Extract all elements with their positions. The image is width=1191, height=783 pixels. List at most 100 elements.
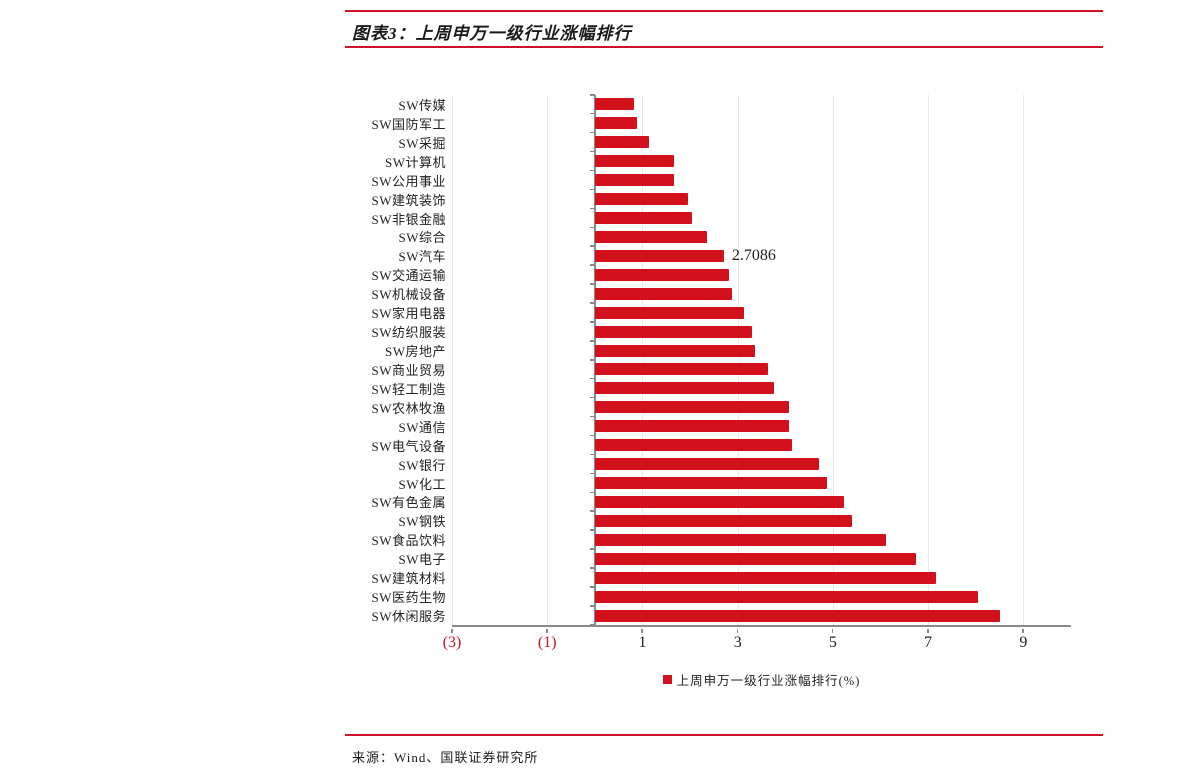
category-label: SW电气设备 bbox=[371, 438, 446, 454]
category-label: SW化工 bbox=[398, 476, 446, 492]
category-axis-tick bbox=[589, 283, 595, 285]
category-label: SW传媒 bbox=[398, 97, 446, 113]
x-axis-tick-label: (1) bbox=[537, 634, 557, 651]
category-label: SW机械设备 bbox=[371, 287, 446, 303]
category-axis-tick bbox=[589, 245, 595, 247]
x-axis-tick-label: 5 bbox=[828, 634, 837, 651]
x-axis-tick-label: (3) bbox=[442, 634, 462, 651]
category-axis-tick bbox=[589, 150, 595, 153]
gridline bbox=[452, 95, 453, 625]
category-label: SW交通运输 bbox=[371, 268, 446, 284]
category-axis-tick bbox=[589, 586, 595, 588]
bar bbox=[594, 552, 917, 565]
category-label: SW电子 bbox=[398, 552, 446, 568]
legend-swatch-icon bbox=[662, 674, 672, 684]
bar bbox=[594, 401, 789, 414]
category-axis-tick bbox=[589, 605, 595, 607]
source-text: 来源：Wind、国联证券研究所 bbox=[352, 750, 539, 765]
x-axis-tick bbox=[546, 629, 548, 633]
category-label: SW商业贸易 bbox=[371, 362, 446, 378]
category-label: SW通信 bbox=[398, 419, 446, 435]
bar bbox=[594, 136, 649, 149]
category-axis-tick bbox=[589, 548, 595, 550]
bar bbox=[594, 268, 729, 281]
category-axis-tick bbox=[589, 112, 595, 115]
category-axis-tick bbox=[589, 529, 595, 531]
category-axis-tick bbox=[589, 434, 595, 437]
bar bbox=[594, 306, 744, 319]
category-axis-tick bbox=[589, 491, 595, 493]
bar bbox=[594, 117, 637, 130]
bar bbox=[594, 420, 790, 433]
category-axis-tick bbox=[589, 567, 595, 569]
category-label: SW采掘 bbox=[398, 135, 446, 151]
x-axis-tick bbox=[927, 629, 929, 633]
bar bbox=[594, 174, 675, 187]
category-axis-tick bbox=[589, 472, 595, 475]
x-axis-tick bbox=[736, 629, 739, 633]
bar bbox=[594, 477, 828, 490]
bar bbox=[594, 230, 708, 243]
bar bbox=[594, 590, 979, 603]
category-axis-tick bbox=[589, 624, 595, 626]
bar bbox=[594, 155, 675, 168]
category-axis-tick bbox=[589, 415, 595, 418]
category-axis-tick bbox=[589, 396, 595, 399]
category-label: SW银行 bbox=[398, 457, 446, 473]
category-label: SW汽车 bbox=[398, 249, 446, 265]
category-axis-tick bbox=[589, 226, 595, 228]
gridline bbox=[737, 95, 739, 625]
x-axis-tick bbox=[831, 629, 834, 633]
category-label: SW食品饮料 bbox=[371, 533, 446, 549]
category-axis-tick bbox=[589, 377, 595, 380]
category-axis-tick bbox=[589, 321, 595, 323]
bar bbox=[594, 571, 936, 584]
category-axis-tick bbox=[589, 510, 595, 512]
title-underline-rule bbox=[345, 46, 1103, 48]
category-axis-tick bbox=[589, 453, 595, 456]
category-label: SW计算机 bbox=[384, 154, 446, 170]
category-label: SW钢铁 bbox=[398, 514, 446, 530]
gridline bbox=[547, 95, 549, 625]
bar bbox=[594, 533, 886, 546]
category-axis-tick bbox=[589, 169, 595, 172]
category-axis-tick bbox=[589, 131, 595, 134]
bar bbox=[594, 212, 692, 225]
x-axis-line bbox=[452, 625, 1071, 627]
category-label: SW休闲服务 bbox=[371, 609, 446, 625]
category-axis-tick bbox=[589, 340, 595, 342]
category-axis-tick bbox=[589, 94, 595, 96]
x-axis-tick-label: 3 bbox=[733, 634, 742, 651]
bar bbox=[594, 514, 852, 527]
category-label: SW房地产 bbox=[384, 344, 446, 360]
bottom-rule bbox=[345, 734, 1103, 736]
category-axis-line bbox=[593, 95, 596, 627]
x-axis-tick bbox=[451, 629, 453, 633]
x-axis-tick bbox=[641, 629, 643, 633]
category-label: SW综合 bbox=[398, 230, 446, 246]
category-label: SW建筑材料 bbox=[371, 571, 446, 587]
category-axis-tick bbox=[589, 207, 595, 210]
gridline bbox=[832, 95, 834, 625]
category-label: SW公用事业 bbox=[371, 173, 446, 189]
bar bbox=[594, 193, 688, 206]
x-axis-tick bbox=[1022, 629, 1024, 633]
category-label: SW医药生物 bbox=[371, 590, 446, 606]
bar bbox=[594, 249, 724, 262]
x-axis-tick-label: 1 bbox=[638, 634, 647, 651]
category-axis-tick bbox=[589, 359, 595, 361]
category-axis-tick bbox=[589, 188, 595, 191]
bar bbox=[594, 458, 819, 471]
top-rule bbox=[345, 10, 1103, 12]
legend-label: 上周申万一级行业涨幅排行(%) bbox=[676, 673, 861, 688]
category-label: SW农林牧渔 bbox=[371, 400, 446, 416]
category-label: SW轻工制造 bbox=[371, 381, 446, 397]
bar bbox=[594, 609, 1000, 622]
gridline bbox=[642, 95, 644, 625]
category-label: SW建筑装饰 bbox=[371, 192, 446, 208]
category-axis-tick bbox=[589, 302, 595, 304]
category-axis-labels: SW传媒 SW国防军工 SW采掘 SW计算机 SW公用事业 SW建筑装饰 SW非银金融 SW综… bbox=[338, 95, 446, 625]
bar bbox=[594, 495, 845, 508]
x-axis-tick-label: 9 bbox=[1019, 634, 1028, 651]
